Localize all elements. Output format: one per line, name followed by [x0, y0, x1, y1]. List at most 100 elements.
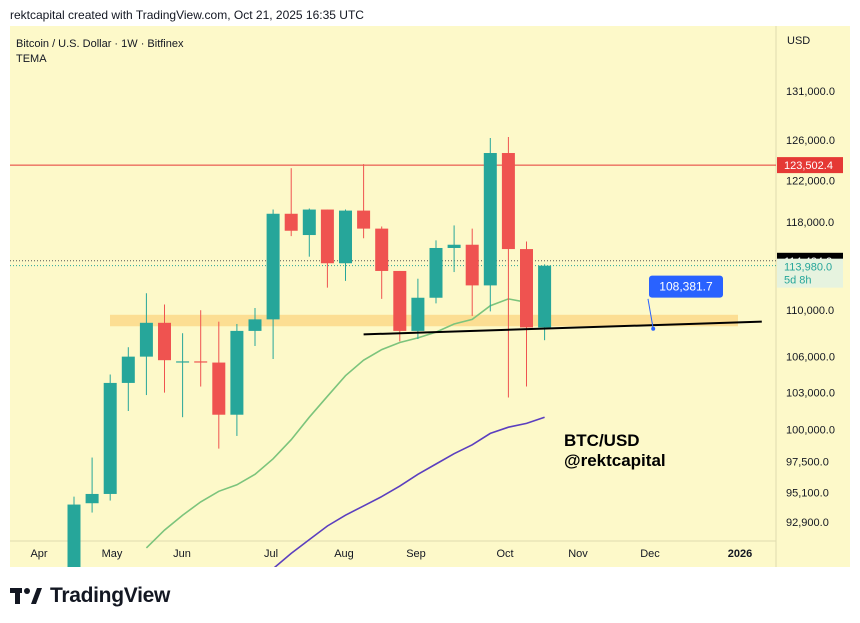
currency-label: USD	[787, 35, 810, 47]
x-tick-label: Jul	[264, 548, 278, 560]
long-moving-average-line	[272, 416, 545, 570]
candle	[357, 164, 371, 239]
y-tick-label: 122,000.0	[786, 175, 835, 187]
x-tick-label: Jun	[173, 548, 191, 560]
callout-box	[649, 275, 723, 298]
candle-body	[230, 330, 244, 415]
candle-body	[465, 244, 479, 286]
candle	[248, 307, 262, 347]
candle-body	[139, 322, 153, 357]
annotation-line-2: @rektcapital	[564, 451, 666, 470]
indicator-label[interactable]: TEMA	[16, 53, 47, 65]
candle-body	[248, 319, 262, 331]
y-tick-label: 126,000.0	[786, 135, 835, 147]
price-axis-background	[776, 26, 850, 567]
price-chart[interactable]: 131,000.0 126,000.0 122,000.0 118,000.0 110,…	[0, 26, 860, 590]
tradingview-logo-icon	[10, 588, 42, 604]
annotation-line-1: BTC/USD	[564, 431, 640, 450]
candle-body	[501, 153, 515, 250]
y-tick-label: 106,000.0	[786, 352, 835, 364]
candle	[103, 374, 117, 501]
y-tick-label: 118,000.0	[786, 217, 834, 229]
candle	[520, 241, 533, 387]
candle	[194, 310, 208, 387]
candle	[501, 137, 515, 398]
candle	[230, 323, 244, 436]
chart-legend: Bitcoin / U.S. Dollar · 1W · Bitfinex TE…	[16, 37, 184, 67]
y-tick-label: 97,500.0	[786, 456, 829, 468]
candle-body	[447, 244, 461, 248]
x-tick-label: May	[102, 548, 123, 560]
current-close-badge	[777, 258, 843, 288]
candle	[139, 293, 153, 396]
callout-connector	[647, 298, 654, 329]
callout-point	[651, 326, 656, 331]
candle-body	[320, 209, 334, 264]
footer-branding: TradingView	[10, 584, 170, 608]
candle-body	[85, 493, 99, 504]
time-axis-background	[10, 541, 776, 567]
candle	[339, 209, 352, 281]
candle	[393, 270, 407, 342]
candle-body	[302, 209, 316, 236]
candle-body	[375, 228, 389, 271]
candle	[266, 209, 280, 360]
candle-body	[121, 356, 135, 383]
chart-caption: rektcapital created with TradingView.com…	[10, 8, 364, 22]
symbol-info[interactable]: Bitcoin / U.S. Dollar · 1W · Bitfinex	[16, 38, 184, 50]
candle	[284, 168, 298, 237]
x-tick-label: Apr	[30, 548, 47, 560]
candle	[121, 347, 135, 412]
x-tick-label: Dec	[640, 548, 660, 560]
candle-body	[158, 322, 171, 361]
y-tick-label: 95,100.0	[786, 488, 829, 500]
candle-body	[67, 504, 81, 576]
candle	[483, 138, 497, 312]
current-close-label: 113,980.0	[784, 262, 832, 274]
candle	[158, 304, 171, 393]
x-tick-label: Aug	[334, 548, 354, 560]
y-tick-label: 92,900.0	[786, 517, 829, 529]
x-tick-label: Nov	[568, 548, 588, 560]
resistance-price-label: 123,502.4	[784, 160, 833, 172]
candle-body	[339, 210, 352, 264]
candle-body	[429, 247, 443, 298]
plot-background	[10, 26, 776, 541]
chart-area[interactable]: 131,000.0 126,000.0 122,000.0 118,000.0 110,…	[0, 26, 860, 590]
y-tick-label: 103,000.0	[786, 388, 835, 400]
candle	[411, 278, 425, 340]
candle-body	[103, 382, 117, 494]
candle	[465, 228, 479, 316]
candle-body	[357, 210, 371, 229]
candle	[538, 264, 552, 341]
candle	[429, 240, 443, 304]
candle	[67, 496, 81, 590]
candle-body	[483, 153, 497, 286]
candle-body	[520, 249, 533, 328]
candle-body	[176, 361, 190, 363]
callout-label: 108,381.7	[659, 280, 713, 294]
resistance-price-badge	[777, 157, 843, 174]
candle-body	[538, 265, 552, 328]
candle-body	[393, 270, 407, 331]
y-tick-label: 110,000.0	[786, 305, 834, 317]
tema-line	[145, 298, 527, 549]
candle	[320, 209, 334, 288]
candle-body	[411, 297, 425, 331]
candle	[212, 321, 226, 449]
candle-body	[266, 213, 280, 320]
candle	[375, 226, 389, 299]
candle-body	[212, 362, 226, 415]
candle-body	[194, 361, 208, 363]
y-tick-label: 131,000.0	[786, 86, 835, 98]
candle	[85, 457, 99, 513]
support-trendline	[363, 320, 762, 336]
x-tick-label: Oct	[496, 548, 513, 560]
candle	[302, 208, 316, 257]
x-tick-label: 2026	[728, 548, 752, 560]
candle	[176, 333, 190, 418]
countdown-label: 5d 8h	[784, 275, 812, 287]
y-tick-label: 100,000.0	[786, 425, 835, 437]
candle	[447, 225, 461, 273]
x-tick-label: Sep	[406, 548, 426, 560]
